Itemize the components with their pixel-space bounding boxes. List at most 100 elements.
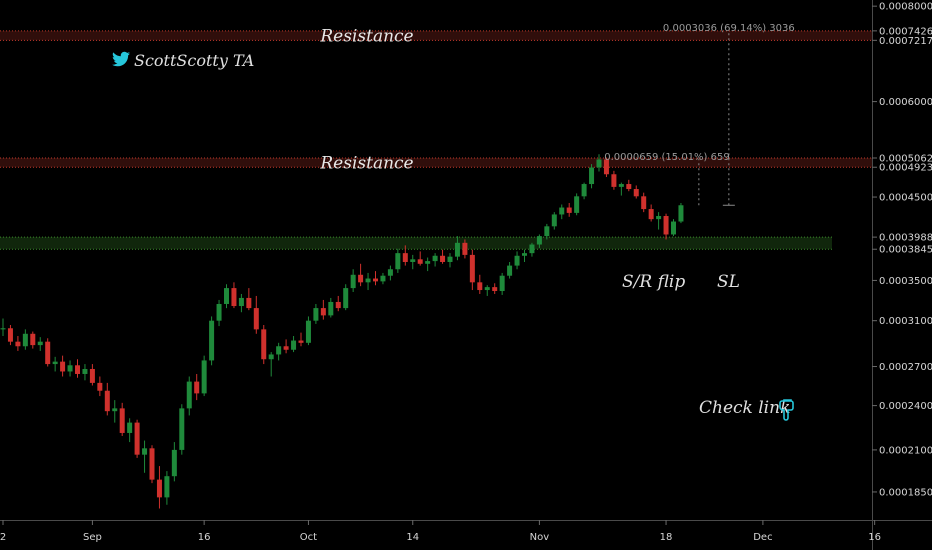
candle-down xyxy=(134,422,140,455)
x-tick-label: 14 xyxy=(406,532,419,543)
candle-up xyxy=(484,287,490,291)
resistance-label: Resistance xyxy=(319,154,413,174)
candle-up xyxy=(499,275,505,292)
candle-up xyxy=(529,244,535,254)
candle-down xyxy=(477,282,483,291)
candle-up xyxy=(536,236,542,245)
candle-down xyxy=(648,209,654,220)
y-tick-label: 0.0004923 xyxy=(879,163,932,174)
candle-up xyxy=(678,205,684,222)
watermark-label: ScottScotty TA xyxy=(134,51,254,70)
y-tick-label: 0.0001850 xyxy=(879,487,932,498)
candle-up xyxy=(596,159,602,168)
y-tick-label: 0.0002700 xyxy=(879,362,932,373)
candle-up xyxy=(22,333,28,347)
candle-up xyxy=(507,265,513,276)
candle-up xyxy=(127,422,133,433)
candle-down xyxy=(104,390,110,412)
candle-down xyxy=(149,448,155,480)
candle-down xyxy=(194,381,200,394)
x-tick-label: Oct xyxy=(300,532,317,543)
candle-down xyxy=(15,341,21,347)
candle-down xyxy=(119,408,125,433)
x-tick-label: Sep xyxy=(83,532,102,543)
candle-up xyxy=(581,184,587,197)
candle-up xyxy=(238,297,244,307)
measure-label-short: 0.0000659 (15.01%) 659 xyxy=(604,152,729,163)
candle-down xyxy=(462,242,468,255)
candle-down xyxy=(626,184,632,190)
candle-up xyxy=(447,256,453,262)
resistance-zone xyxy=(0,30,872,41)
candle-down xyxy=(30,333,36,346)
candle-up xyxy=(328,301,334,316)
check-link-label: Check link xyxy=(699,398,790,418)
candle-down xyxy=(373,278,378,282)
y-tick-label: 0.0005062 xyxy=(879,154,932,165)
resistance-label: Resistance xyxy=(319,27,413,47)
candle-up xyxy=(365,278,371,283)
candle-down xyxy=(246,297,252,309)
candle-up xyxy=(425,261,431,264)
candle-up xyxy=(618,184,624,187)
candle-up xyxy=(171,449,177,477)
candle-down xyxy=(440,255,446,262)
candle-up xyxy=(67,365,73,372)
candle-up xyxy=(268,354,274,360)
candle-down xyxy=(75,365,80,374)
sr-flip-label: S/R flip xyxy=(622,272,685,292)
candle-up xyxy=(432,255,438,262)
candle-up xyxy=(224,288,229,304)
candle-down xyxy=(320,308,326,316)
candle-down xyxy=(7,328,13,342)
candle-down xyxy=(283,346,289,350)
candle-up xyxy=(201,360,207,394)
candle-down xyxy=(231,288,237,307)
candle-down xyxy=(298,340,304,343)
twitter-bird-icon xyxy=(112,51,130,67)
candle-down xyxy=(45,341,51,365)
y-tick-label: 0.0003845 xyxy=(879,245,932,256)
candle-down xyxy=(603,159,609,175)
candle-up xyxy=(380,275,386,282)
candle-up xyxy=(656,216,662,220)
support-zone xyxy=(0,237,832,250)
y-tick-label: 0.0003500 xyxy=(879,276,932,287)
candle-down xyxy=(417,259,423,264)
candle-up xyxy=(387,269,393,276)
pointing-down-hand-icon xyxy=(779,399,794,421)
candle-down xyxy=(261,329,267,360)
candle-up xyxy=(52,361,58,365)
y-tick-label: 0.0002400 xyxy=(879,401,932,412)
candle-up xyxy=(82,368,88,374)
candle-up xyxy=(142,448,148,455)
candle-up xyxy=(216,303,222,321)
x-tick-label: Nov xyxy=(530,532,550,543)
candle-up xyxy=(343,288,349,309)
y-tick-label: 0.0006000 xyxy=(879,97,932,108)
candle-down xyxy=(97,382,103,391)
candle-up xyxy=(305,320,311,343)
measure-label-long: 0.0003036 (69.14%) 3036 xyxy=(663,23,795,34)
candle-up xyxy=(37,341,43,346)
y-tick-label: 0.0007217 xyxy=(879,36,932,47)
candle-down xyxy=(335,301,341,309)
candle-up xyxy=(112,408,118,412)
candle-up xyxy=(186,381,192,409)
candle-up xyxy=(574,196,580,213)
y-tick-label: 0.0002100 xyxy=(879,445,932,456)
candle-down xyxy=(358,274,364,283)
candle-up xyxy=(551,214,557,227)
x-tick-label: 16 xyxy=(198,532,211,543)
candle-down xyxy=(253,308,259,330)
candle-up xyxy=(454,242,460,257)
candle-up xyxy=(276,346,282,355)
candle-down xyxy=(60,361,66,372)
candle-up xyxy=(209,320,215,361)
candle-up xyxy=(291,340,297,350)
x-tick-label: Dec xyxy=(753,532,772,543)
candle-up xyxy=(514,255,520,266)
y-tick-label: 0.0008000 xyxy=(879,2,932,13)
candle-down xyxy=(492,287,498,292)
